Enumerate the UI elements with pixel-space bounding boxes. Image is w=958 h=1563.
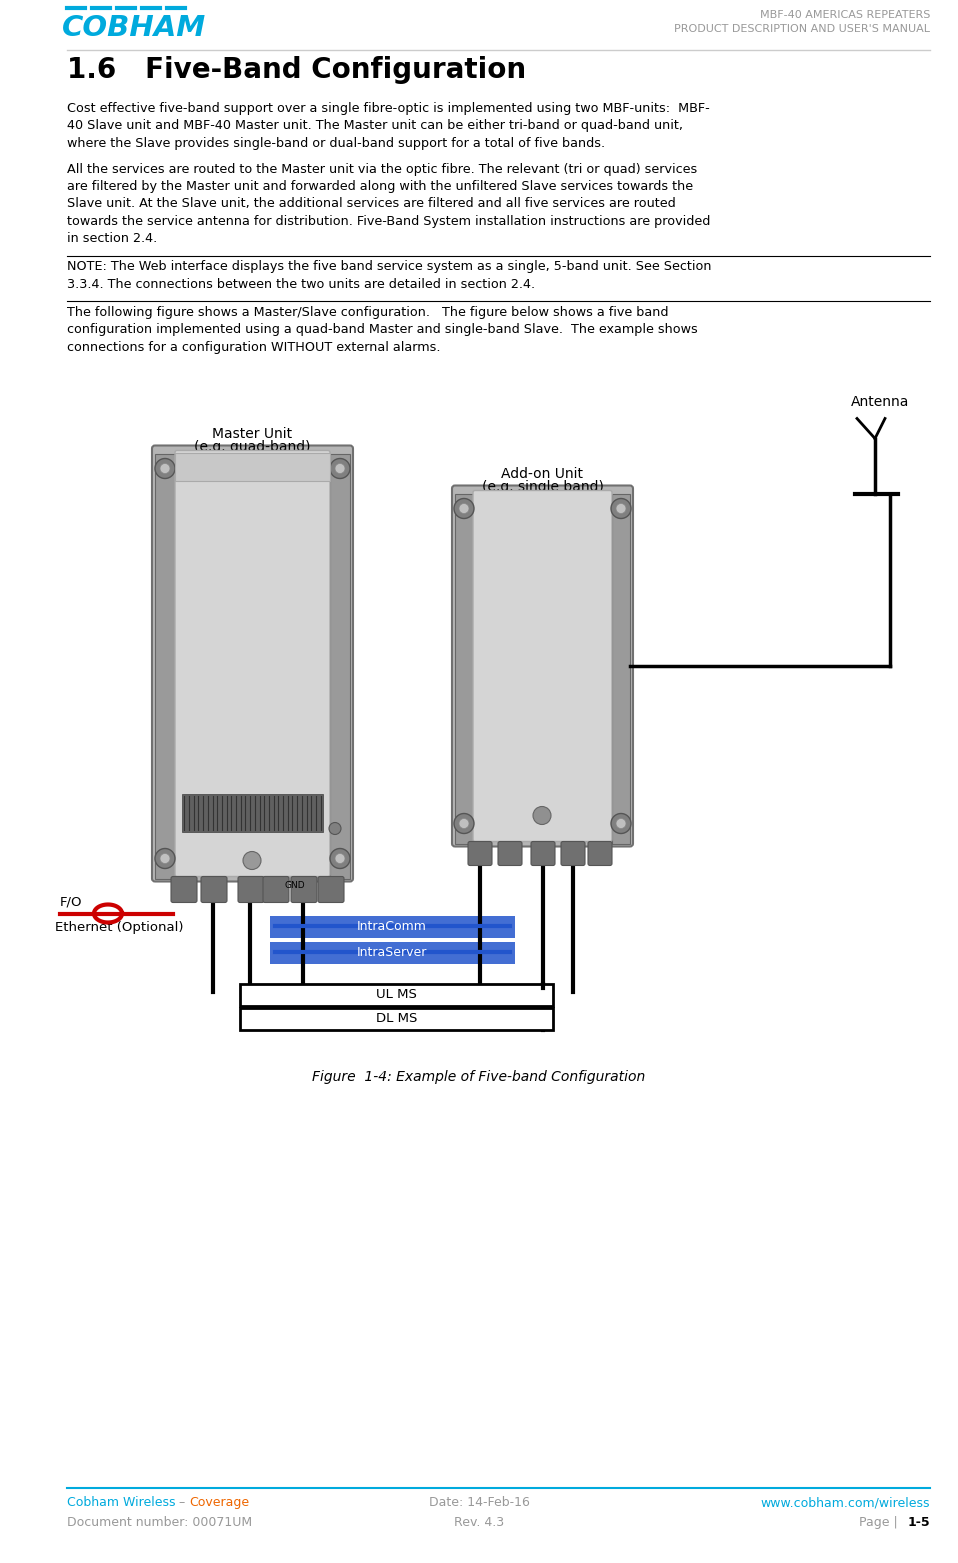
Text: GND: GND bbox=[285, 880, 306, 889]
Circle shape bbox=[459, 503, 469, 514]
Text: –: – bbox=[175, 1496, 190, 1508]
FancyBboxPatch shape bbox=[318, 877, 344, 902]
FancyBboxPatch shape bbox=[171, 877, 197, 902]
Text: towards the service antenna for distribution. Five-Band System installation inst: towards the service antenna for distribu… bbox=[67, 216, 711, 228]
Circle shape bbox=[616, 819, 626, 828]
Bar bbox=[182, 794, 323, 832]
Circle shape bbox=[155, 458, 175, 478]
Text: MBF-40 AMERICAS REPEATERS: MBF-40 AMERICAS REPEATERS bbox=[760, 9, 930, 20]
FancyBboxPatch shape bbox=[561, 841, 585, 866]
Text: IntraComm: IntraComm bbox=[357, 921, 427, 933]
Text: All the services are routed to the Master unit via the optic fibre. The relevant: All the services are routed to the Maste… bbox=[67, 163, 697, 175]
Text: configuration implemented using a quad-band Master and single-band Slave.  The e: configuration implemented using a quad-b… bbox=[67, 324, 697, 336]
Text: 1-5: 1-5 bbox=[907, 1516, 930, 1529]
Text: IntraServer: IntraServer bbox=[356, 946, 427, 960]
Text: 1.6   Five-Band Configuration: 1.6 Five-Band Configuration bbox=[67, 56, 526, 84]
Text: Antenna: Antenna bbox=[851, 394, 909, 408]
Bar bbox=[455, 494, 473, 844]
Text: PRODUCT DESCRIPTION AND USER'S MANUAL: PRODUCT DESCRIPTION AND USER'S MANUAL bbox=[674, 23, 930, 34]
FancyBboxPatch shape bbox=[452, 486, 633, 847]
Text: (e.g. single band): (e.g. single band) bbox=[482, 480, 604, 494]
FancyBboxPatch shape bbox=[175, 450, 330, 877]
FancyBboxPatch shape bbox=[468, 841, 492, 866]
FancyBboxPatch shape bbox=[291, 877, 317, 902]
Text: DL MS: DL MS bbox=[376, 1011, 417, 1025]
Bar bbox=[175, 453, 330, 480]
FancyBboxPatch shape bbox=[201, 877, 227, 902]
Circle shape bbox=[611, 499, 631, 519]
FancyBboxPatch shape bbox=[531, 841, 555, 866]
Circle shape bbox=[243, 852, 261, 869]
Text: NOTE: The Web interface displays the five band service system as a single, 5-ban: NOTE: The Web interface displays the fiv… bbox=[67, 259, 712, 274]
Circle shape bbox=[330, 849, 350, 869]
Text: are filtered by the Master unit and forwarded along with the unfiltered Slave se: are filtered by the Master unit and forw… bbox=[67, 180, 694, 192]
Text: (e.g. quad-band): (e.g. quad-band) bbox=[194, 441, 310, 455]
Text: UL MS: UL MS bbox=[376, 988, 417, 1000]
FancyBboxPatch shape bbox=[270, 941, 515, 963]
Circle shape bbox=[329, 822, 341, 835]
Circle shape bbox=[459, 819, 469, 828]
Circle shape bbox=[330, 458, 350, 478]
Circle shape bbox=[335, 464, 345, 474]
Text: Cost effective five-band support over a single fibre-optic is implemented using : Cost effective five-band support over a … bbox=[67, 102, 710, 116]
Text: in section 2.4.: in section 2.4. bbox=[67, 233, 157, 245]
Text: www.cobham.com/wireless: www.cobham.com/wireless bbox=[761, 1496, 930, 1508]
Text: The following figure shows a Master/Slave configuration.   The figure below show: The following figure shows a Master/Slav… bbox=[67, 306, 669, 319]
Text: 3.3.4. The connections between the two units are detailed in section 2.4.: 3.3.4. The connections between the two u… bbox=[67, 278, 536, 291]
Text: Slave unit. At the Slave unit, the additional services are filtered and all five: Slave unit. At the Slave unit, the addit… bbox=[67, 197, 675, 211]
Bar bbox=[240, 1008, 553, 1030]
Circle shape bbox=[454, 499, 474, 519]
Text: connections for a configuration WITHOUT external alarms.: connections for a configuration WITHOUT … bbox=[67, 341, 441, 353]
Circle shape bbox=[611, 813, 631, 833]
Text: Page |: Page | bbox=[859, 1516, 902, 1529]
Circle shape bbox=[160, 464, 170, 474]
FancyBboxPatch shape bbox=[498, 841, 522, 866]
Circle shape bbox=[160, 853, 170, 863]
Text: F/O: F/O bbox=[60, 896, 82, 908]
Text: 40 Slave unit and MBF-40 Master unit. The Master unit can be either tri-band or : 40 Slave unit and MBF-40 Master unit. Th… bbox=[67, 119, 683, 133]
FancyBboxPatch shape bbox=[588, 841, 612, 866]
Circle shape bbox=[616, 503, 626, 514]
Text: Date: 14-Feb-16: Date: 14-Feb-16 bbox=[428, 1496, 530, 1508]
Text: Document number: 00071UM: Document number: 00071UM bbox=[67, 1516, 252, 1529]
Text: where the Slave provides single-band or dual-band support for a total of five ba: where the Slave provides single-band or … bbox=[67, 138, 605, 150]
Text: Master Unit: Master Unit bbox=[213, 427, 292, 441]
FancyBboxPatch shape bbox=[270, 916, 515, 938]
Circle shape bbox=[454, 813, 474, 833]
Bar bbox=[612, 494, 630, 844]
Text: Rev. 4.3: Rev. 4.3 bbox=[454, 1516, 504, 1529]
Text: COBHAM: COBHAM bbox=[62, 14, 206, 42]
Circle shape bbox=[533, 807, 551, 825]
FancyBboxPatch shape bbox=[238, 877, 264, 902]
FancyBboxPatch shape bbox=[152, 445, 353, 882]
Bar bbox=[155, 453, 175, 878]
Circle shape bbox=[335, 853, 345, 863]
Text: Figure  1-4: Example of Five-band Configuration: Figure 1-4: Example of Five-band Configu… bbox=[312, 1069, 646, 1083]
Text: Add-on Unit: Add-on Unit bbox=[501, 466, 583, 480]
Text: Cobham Wireless: Cobham Wireless bbox=[67, 1496, 175, 1508]
Bar bbox=[240, 983, 553, 1005]
Circle shape bbox=[155, 849, 175, 869]
FancyBboxPatch shape bbox=[473, 491, 612, 841]
Text: Coverage: Coverage bbox=[189, 1496, 249, 1508]
Bar bbox=[330, 453, 350, 878]
FancyBboxPatch shape bbox=[263, 877, 289, 902]
Text: Ethernet (Optional): Ethernet (Optional) bbox=[55, 922, 184, 935]
